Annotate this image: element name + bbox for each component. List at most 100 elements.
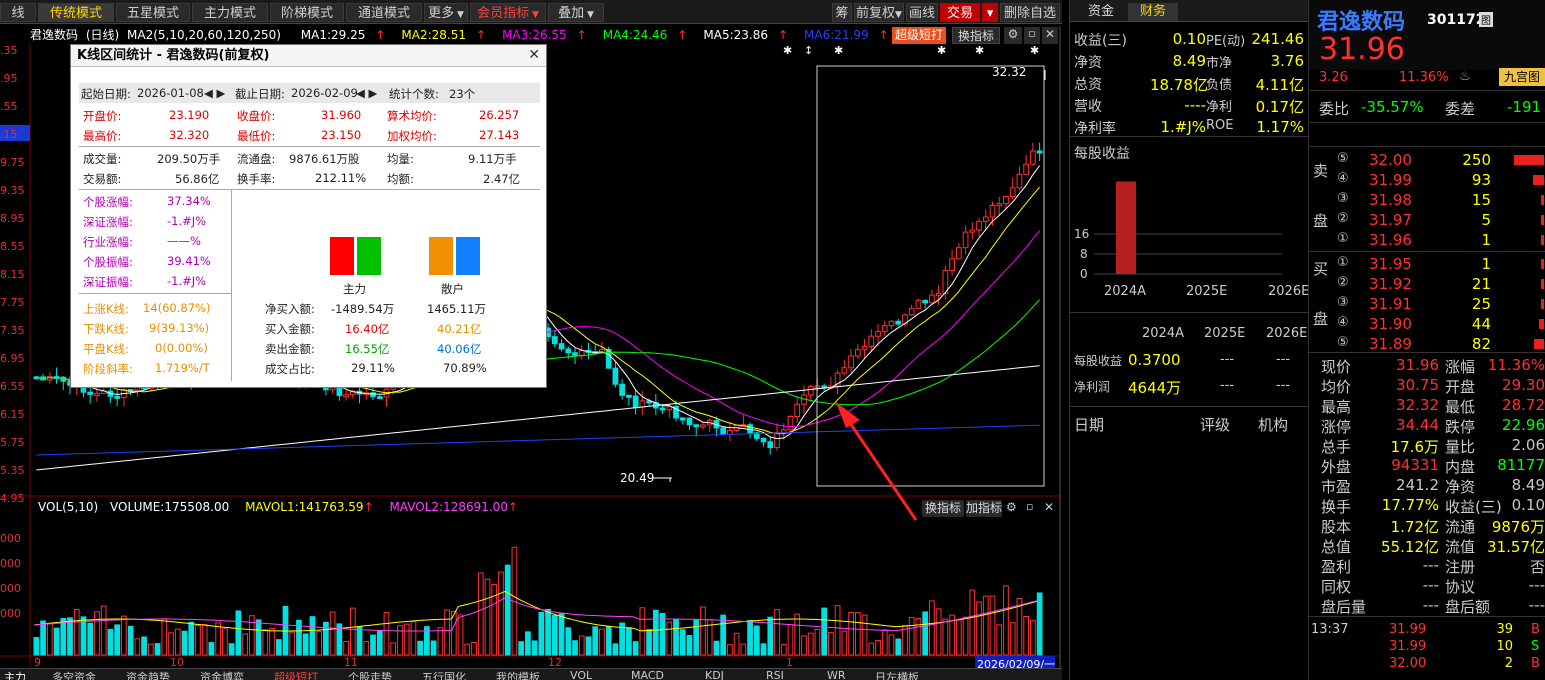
volume-bar (652, 609, 659, 656)
tab-five-star[interactable]: 五星模式 (116, 3, 190, 22)
tab-main-force[interactable]: 主力模式 (192, 3, 268, 22)
candle-body (760, 437, 767, 443)
switch-indicator-button[interactable]: 换指标 (952, 27, 1000, 44)
order-level-bar (1541, 215, 1544, 225)
order-level-bar (1534, 339, 1544, 349)
more-dropdown[interactable]: 更多 ▼ (424, 3, 468, 22)
volume-bar (188, 621, 195, 656)
vol-switch-indicator-button[interactable]: 换指标 (922, 500, 964, 517)
bottom-tab[interactable]: 多空资金 (52, 671, 96, 680)
bottom-tab[interactable]: 资金博弈 (200, 671, 244, 680)
price-axis-label: 8.15 (0, 268, 25, 281)
bottom-tab[interactable]: 个股走势 (348, 671, 392, 680)
quote-stat-value: --- (1422, 556, 1439, 574)
start-date-value: 2026-01-08 (137, 86, 204, 100)
stock-name: 君逸数码 (30, 28, 79, 42)
volume-bar (410, 621, 417, 656)
volume-bar (430, 640, 437, 656)
order-level-bar (1533, 175, 1544, 185)
weicha-label: 委差 (1445, 100, 1476, 118)
bottom-tab[interactable]: 超级短打 (274, 671, 318, 680)
adjust-dropdown[interactable]: 前复权▼ (854, 3, 904, 22)
bottom-tab[interactable]: VOL (570, 669, 593, 680)
volume-bar (982, 595, 989, 656)
rating-grade-header: 评级 (1200, 416, 1231, 434)
stat-row-value: ——% (167, 234, 201, 248)
bottom-tab[interactable]: 我的模板 (496, 671, 540, 680)
toolbar-stub[interactable]: 线 (0, 3, 36, 22)
tab-capital[interactable]: 资金 (1087, 4, 1114, 19)
volume-bar (127, 625, 134, 656)
overlay-dropdown[interactable]: 叠加 ▼ (548, 3, 604, 22)
maximize-icon[interactable]: ▫ (1024, 27, 1040, 44)
candle-body (929, 294, 935, 304)
order-level-number: ③ (1337, 295, 1349, 310)
candle-body (787, 415, 794, 431)
candle-body (639, 400, 646, 408)
nine-grid-button[interactable]: 九宫图 (1499, 68, 1545, 86)
volume-legend: VOL(5,10) VOLUME:175508.00 MAVOL1:141763… (38, 500, 519, 514)
volume-bar (626, 627, 632, 656)
tab-channel[interactable]: 通道模式 (346, 3, 422, 22)
bell-icon[interactable]: ♨ (1459, 69, 1471, 84)
eps-year-label: 2026E (1268, 284, 1310, 299)
vol-settings-gear-icon[interactable]: ⚙ (1006, 500, 1017, 514)
tick-price: 31.99 (1389, 622, 1427, 637)
end-date-stepper[interactable]: ◀ ▶ (356, 86, 378, 100)
quote-stat-value: --- (1528, 596, 1545, 614)
settings-gear-icon[interactable]: ⚙ (1004, 27, 1022, 44)
trade-dropdown-chevron-icon[interactable]: ▾ (982, 3, 998, 22)
bottom-tab[interactable]: RSI (766, 669, 784, 680)
stat-row-label: 深证振幅: (83, 275, 133, 289)
super-short-button[interactable]: 超级短打 (892, 27, 946, 44)
sell-label: 卖出金额: (265, 342, 315, 356)
tab-finance[interactable]: 财务 (1128, 3, 1178, 21)
volume-bar (713, 640, 720, 656)
bottom-tab[interactable]: 五行国化 (422, 671, 466, 680)
start-date-stepper[interactable]: ◀ ▶ (204, 86, 226, 100)
trade-button[interactable]: 交易 (940, 3, 980, 22)
order-level-bar (1541, 195, 1544, 205)
chart-icon[interactable]: 图 (1479, 12, 1493, 27)
sell-side-label-top: 卖 (1313, 162, 1329, 180)
bottom-tab[interactable]: 主力 (4, 671, 26, 680)
tick-volume: 39 (1496, 622, 1513, 637)
quote-stat-value: 2.06 (1511, 436, 1545, 454)
delete-watchlist-button[interactable]: 删除自选 (1000, 3, 1060, 22)
selection-box[interactable] (816, 65, 1045, 487)
vol-close-icon[interactable]: ✕ (1044, 500, 1055, 514)
low-label: 最低价: (237, 129, 276, 143)
bottom-tab[interactable]: KDJ (705, 669, 724, 680)
volume-bar (693, 619, 700, 656)
chip-button[interactable]: 筹 (832, 3, 852, 22)
quote-stat-value: 94331 (1391, 456, 1439, 474)
bottom-tab[interactable]: 日左横板 (875, 671, 919, 680)
volume-bar (33, 637, 40, 656)
candle-body (854, 349, 861, 357)
volume-bar (774, 609, 780, 656)
volume-bar (787, 624, 794, 656)
high-price-label: 32.32 (992, 65, 1027, 79)
close-icon[interactable]: ✕ (528, 47, 540, 63)
eps-axis-label: 16 (1074, 227, 1090, 241)
bottom-tab[interactable]: 资金趋势 (126, 671, 170, 680)
bottom-tab[interactable]: WR (827, 669, 846, 680)
volume-bar (821, 607, 828, 656)
close-chart-icon[interactable]: ✕ (1042, 27, 1058, 44)
member-indicator-dropdown[interactable]: 会员指标 ▼ (470, 3, 546, 22)
draw-line-button[interactable]: 画线 (906, 3, 938, 22)
tab-traditional[interactable]: 传统模式 (38, 3, 114, 22)
vol-maximize-icon[interactable]: ▫ (1026, 500, 1034, 513)
buy-side-label-top: 买 (1313, 260, 1329, 278)
price-axis-label: 8.55 (0, 240, 25, 253)
volume-bar (861, 614, 868, 656)
main-buy-square (330, 237, 354, 275)
vol-add-indicator-button[interactable]: 加指标 (966, 500, 1003, 517)
bottom-tab[interactable]: MACD (631, 669, 664, 680)
tab-ladder[interactable]: 阶梯模式 (270, 3, 344, 22)
volume-bar (841, 630, 848, 656)
fin-value: 1.17% (1256, 118, 1304, 136)
order-level-volume: 44 (1471, 315, 1491, 333)
volume-bar (1023, 616, 1030, 656)
volume-bar (955, 619, 962, 656)
